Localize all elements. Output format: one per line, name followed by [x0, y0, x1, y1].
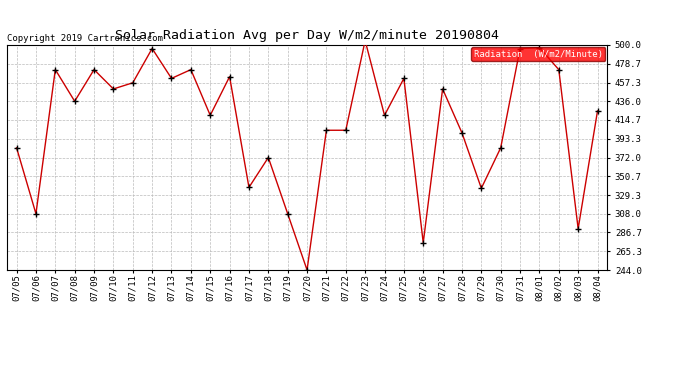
- Title: Solar Radiation Avg per Day W/m2/minute 20190804: Solar Radiation Avg per Day W/m2/minute …: [115, 30, 499, 42]
- Text: Copyright 2019 Cartronics.com: Copyright 2019 Cartronics.com: [7, 34, 163, 43]
- Legend: Radiation  (W/m2/Minute): Radiation (W/m2/Minute): [471, 47, 605, 61]
